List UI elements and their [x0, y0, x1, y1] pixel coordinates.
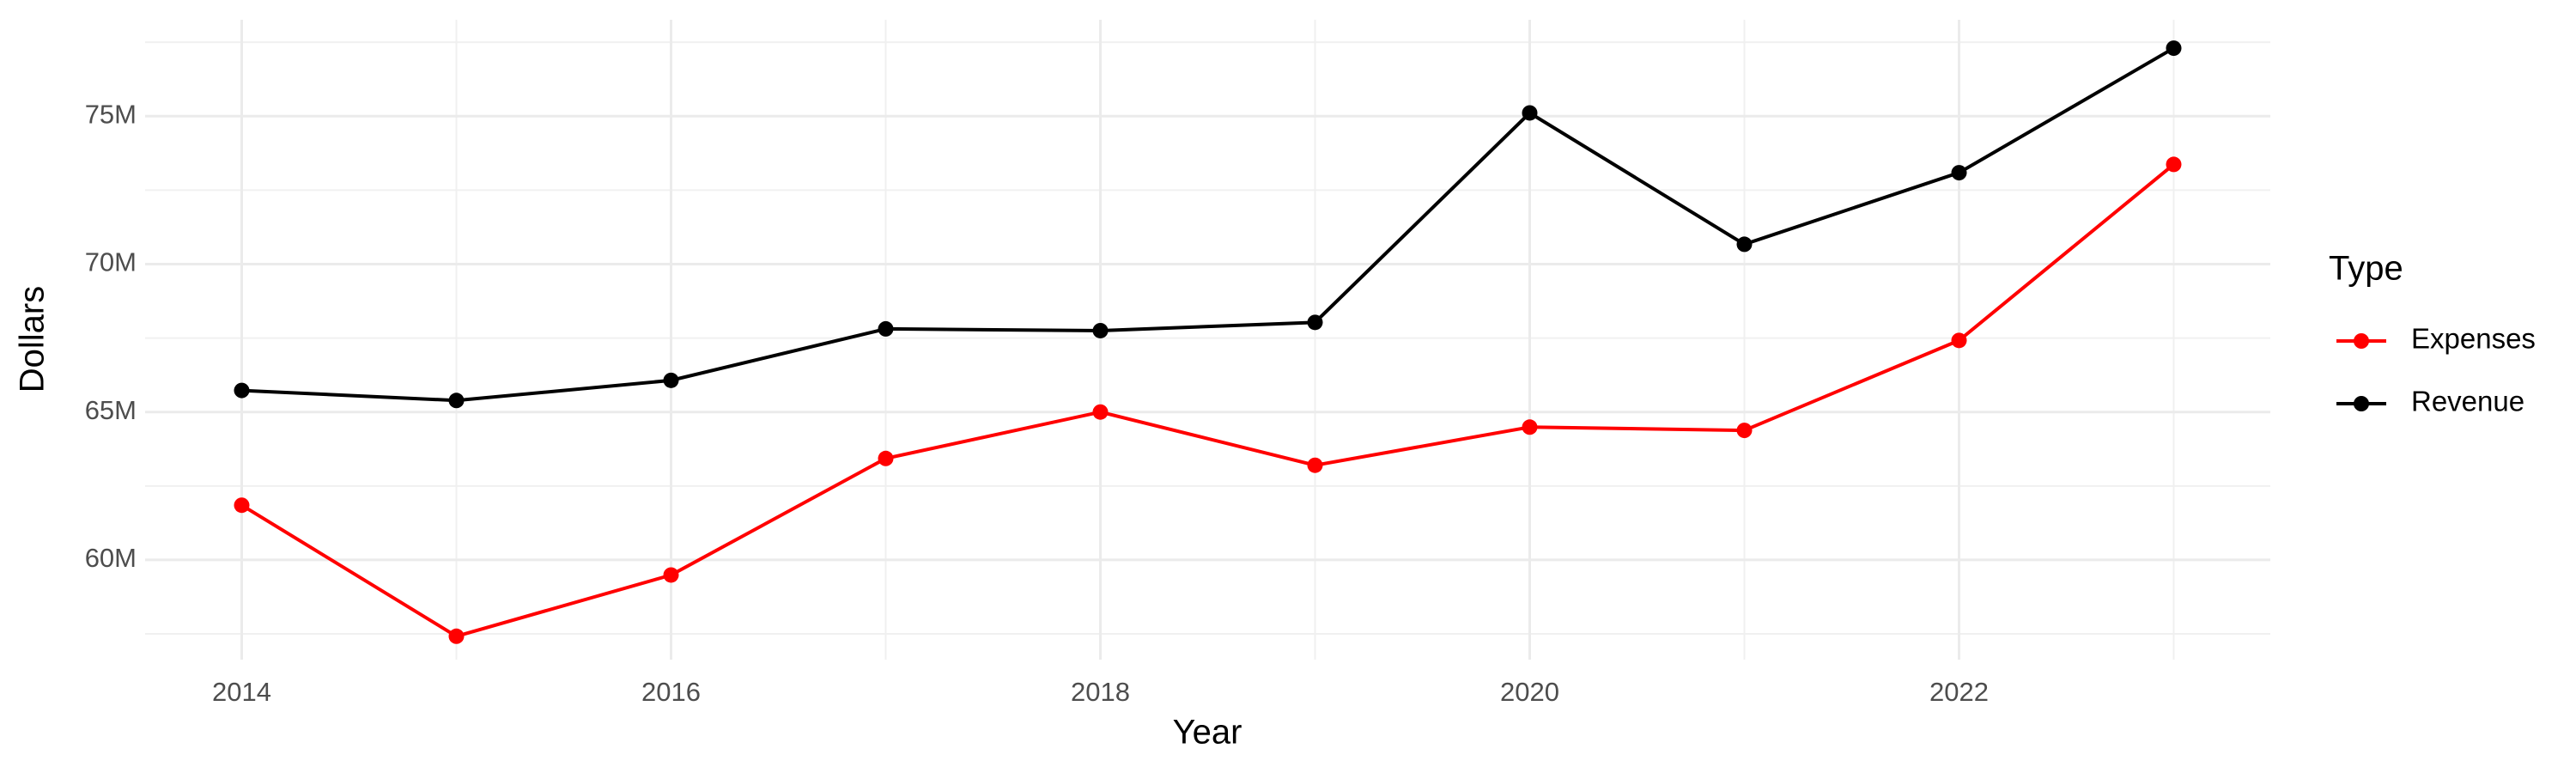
- data-point: [448, 393, 465, 409]
- y-tick-label: 70M: [85, 247, 137, 277]
- y-tick-label: 60M: [85, 543, 137, 573]
- data-point: [663, 567, 679, 583]
- data-point: [1736, 423, 1753, 439]
- data-point: [1307, 457, 1323, 473]
- data-point: [878, 450, 894, 466]
- data-point: [1092, 404, 1109, 420]
- data-point: [2166, 40, 2182, 57]
- legend-label: Expenses: [2411, 323, 2536, 355]
- x-tick-label: 2014: [212, 677, 271, 707]
- data-point: [663, 372, 679, 388]
- data-point: [1951, 332, 1967, 349]
- y-tick-label: 75M: [85, 99, 137, 129]
- x-tick-label: 2020: [1500, 677, 1559, 707]
- y-tick-label: 65M: [85, 395, 137, 425]
- data-point: [1951, 165, 1967, 181]
- data-point: [234, 497, 250, 514]
- data-point: [1736, 236, 1753, 253]
- data-point: [2166, 156, 2182, 173]
- data-point: [1522, 105, 1538, 121]
- legend-key-point: [2354, 396, 2369, 411]
- x-tick-label: 2016: [641, 677, 701, 707]
- series-line: [241, 46, 2175, 403]
- x-axis-title: Year: [1173, 714, 1242, 752]
- data-point: [1307, 314, 1323, 331]
- series-line: [240, 162, 2175, 638]
- x-tick-label: 2022: [1929, 677, 1989, 707]
- legend-label: Revenue: [2411, 386, 2524, 417]
- data-point: [1092, 322, 1109, 338]
- data-point: [234, 382, 250, 399]
- x-tick-label: 2018: [1071, 677, 1130, 707]
- legend-key-point: [2354, 333, 2369, 349]
- data-point: [448, 628, 465, 644]
- y-axis-title: Dollars: [14, 286, 52, 393]
- data-point: [1522, 419, 1538, 435]
- data-point: [878, 320, 894, 337]
- legend-title: Type: [2329, 250, 2403, 288]
